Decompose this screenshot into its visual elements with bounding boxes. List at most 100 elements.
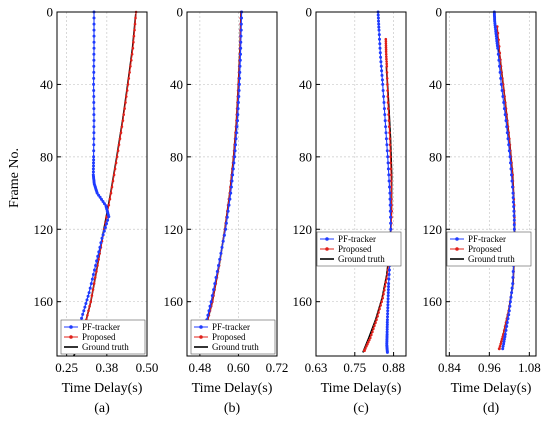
data-point <box>497 58 501 62</box>
legend-label: Ground truth <box>212 342 259 352</box>
data-point <box>384 125 388 129</box>
data-point <box>386 300 390 304</box>
data-point <box>381 89 385 92</box>
data-point <box>224 221 228 225</box>
data-point <box>239 22 243 26</box>
data-point <box>377 19 380 23</box>
data-point <box>386 291 390 295</box>
data-point <box>98 245 102 249</box>
data-point <box>105 215 108 219</box>
data-point <box>508 304 512 308</box>
data-point <box>92 76 96 80</box>
data-point <box>92 131 96 135</box>
data-point <box>233 155 237 159</box>
data-point <box>86 314 89 317</box>
data-point <box>383 285 387 288</box>
y-tick-label: 160 <box>34 294 54 309</box>
data-point <box>499 76 503 80</box>
data-point <box>494 32 498 36</box>
data-point <box>511 270 515 273</box>
legend-label: Ground truth <box>82 342 129 352</box>
data-point <box>134 16 137 20</box>
data-point <box>499 82 503 86</box>
data-point <box>239 52 242 56</box>
data-point <box>388 203 392 207</box>
data-point <box>385 325 389 329</box>
data-point <box>512 223 516 227</box>
data-point <box>509 167 513 171</box>
data-point <box>378 51 382 55</box>
data-point <box>384 52 388 56</box>
data-point <box>234 143 237 147</box>
data-point <box>389 221 393 225</box>
y-tick-label: 0 <box>47 5 54 20</box>
data-point <box>91 170 95 174</box>
data-point <box>108 197 112 201</box>
data-point <box>511 185 514 189</box>
data-point <box>379 304 383 307</box>
data-point <box>374 321 377 325</box>
data-point <box>384 40 388 43</box>
data-point <box>388 131 391 134</box>
data-point <box>385 60 388 63</box>
data-point <box>386 95 390 98</box>
plot-frame <box>56 11 148 357</box>
data-point <box>500 337 504 341</box>
data-point <box>388 197 392 201</box>
data-point <box>386 89 389 92</box>
x-tick-label: 1.08 <box>518 360 541 375</box>
data-point <box>237 95 241 98</box>
data-point <box>507 149 511 153</box>
data-point <box>498 64 501 68</box>
data-point <box>128 71 131 74</box>
data-point <box>386 288 390 292</box>
data-point <box>92 125 96 129</box>
data-point <box>207 309 211 313</box>
data-point <box>382 95 386 98</box>
data-point <box>389 179 393 183</box>
y-tick-label: 120 <box>164 222 184 237</box>
data-point <box>496 52 500 56</box>
data-point <box>92 70 96 74</box>
panel-1: 0.25 0.38 0.50 0 40 80 120 160 Time Delay(s) (a) P… <box>34 5 159 417</box>
x-axis-title: Time Delay(s) <box>321 381 402 396</box>
y-tick-label: 0 <box>436 5 443 20</box>
data-point <box>112 173 116 177</box>
data-point <box>91 288 95 291</box>
data-point <box>384 131 388 135</box>
data-point <box>385 149 389 153</box>
data-point <box>92 113 96 117</box>
series-line <box>198 11 242 350</box>
data-point <box>389 173 393 177</box>
data-point <box>385 327 389 331</box>
panel-2: 0.48 0.60 0.72 0 40 80 120 160 Time Delay(s) (b) P… <box>164 5 289 417</box>
data-point <box>222 233 226 237</box>
data-point <box>385 77 389 80</box>
legend-marker <box>455 247 459 251</box>
data-point <box>238 64 242 68</box>
legend-label: PF-tracker <box>212 322 250 332</box>
data-point <box>103 226 107 229</box>
data-point <box>377 28 381 32</box>
data-point <box>218 257 222 261</box>
data-point <box>362 349 366 353</box>
x-axis-title: Time Delay(s) <box>192 381 273 396</box>
data-point <box>385 330 389 334</box>
series-pf-tracker <box>492 10 516 351</box>
data-point <box>86 294 90 298</box>
data-point <box>239 46 243 50</box>
data-point <box>231 173 235 177</box>
data-point <box>231 167 235 171</box>
data-point <box>92 58 96 62</box>
data-point <box>383 113 387 117</box>
legend-label: PF-tracker <box>468 234 506 244</box>
data-point <box>512 205 516 209</box>
data-point <box>495 41 499 45</box>
data-point <box>217 264 220 267</box>
data-point <box>238 76 242 80</box>
data-point <box>368 338 371 342</box>
data-point <box>239 28 243 32</box>
data-point <box>130 59 133 62</box>
data-point <box>389 155 392 159</box>
data-point <box>96 254 100 258</box>
